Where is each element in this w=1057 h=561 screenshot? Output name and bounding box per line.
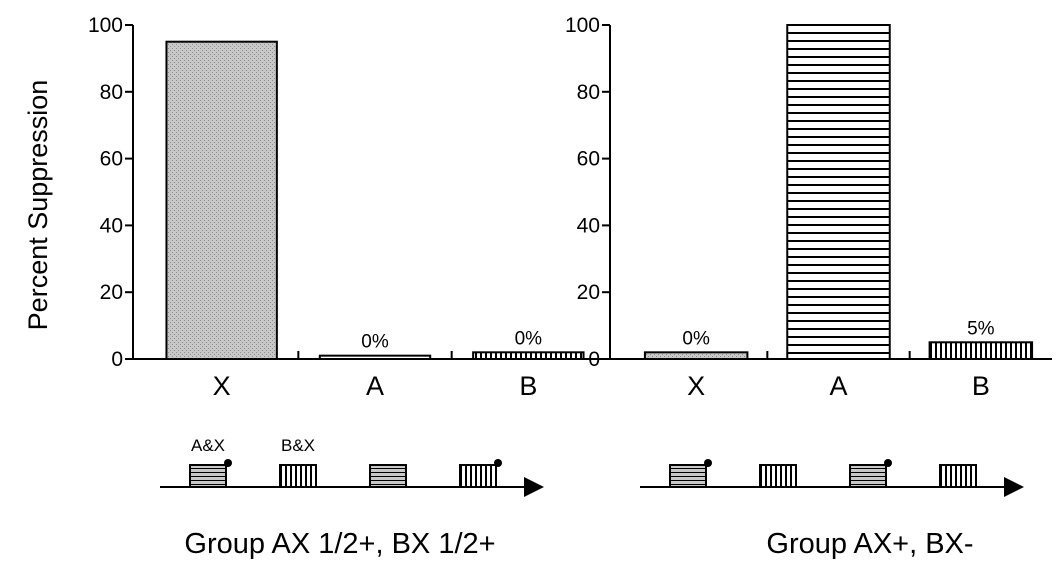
bar-a <box>318 354 432 361</box>
reinforcer-dot <box>224 459 232 467</box>
y-tick-label: 100 <box>88 14 123 37</box>
schematic-label: B&X <box>281 436 315 455</box>
reinforcer-dot <box>704 459 712 467</box>
stimulus-block <box>849 464 887 488</box>
bar-x <box>643 351 749 361</box>
stimulus-block <box>939 464 977 488</box>
y-tick-label: 20 <box>100 281 123 304</box>
category-label: A <box>829 371 847 401</box>
data-label: 0% <box>515 328 543 349</box>
group-label: Group AX+, BX- <box>766 528 973 560</box>
y-tick-label: 60 <box>100 148 123 171</box>
y-tick-label: 40 <box>100 214 123 237</box>
stimulus-block <box>459 464 497 488</box>
data-label: 5% <box>967 318 995 339</box>
bar-b <box>472 351 585 361</box>
stimulus-block <box>369 464 407 488</box>
bar-a <box>786 24 891 360</box>
panel-left: 0 20 40 60 80 100 X A 0% B 0% A&X B&X Group AX 1/2+, … <box>88 14 605 560</box>
bar-x <box>165 40 278 360</box>
y-tick-label: 100 <box>565 14 600 37</box>
stimulus-block <box>279 464 317 488</box>
y-tick-label: 80 <box>577 81 600 104</box>
reinforcer-dot <box>884 459 892 467</box>
y-tick-label: 20 <box>577 281 600 304</box>
data-label: 0% <box>361 332 389 353</box>
reinforcer-dot <box>494 459 502 467</box>
y-tick-label: 80 <box>100 81 123 104</box>
category-label: B <box>972 371 990 401</box>
category-label: X <box>213 371 231 401</box>
panel-right: 0 20 40 60 80 100 X 0% A B 5% Group AX+, BX- <box>565 14 1052 560</box>
y-axis-label: Percent Suppression <box>23 80 53 331</box>
group-label: Group AX 1/2+, BX 1/2+ <box>184 528 495 560</box>
category-label: X <box>687 371 705 401</box>
category-label: B <box>519 371 537 401</box>
y-tick-label: 40 <box>577 214 600 237</box>
data-label: 0% <box>682 328 710 349</box>
y-tick-label: 60 <box>577 148 600 171</box>
stimulus-block <box>189 464 227 488</box>
y-tick-label: 0 <box>588 348 600 371</box>
bar-b <box>928 341 1034 360</box>
y-tick-label: 0 <box>111 348 123 371</box>
stimulus-block <box>669 464 707 488</box>
schematic-label: A&X <box>191 436 225 455</box>
stimulus-block <box>759 464 797 488</box>
category-label: A <box>366 371 384 401</box>
